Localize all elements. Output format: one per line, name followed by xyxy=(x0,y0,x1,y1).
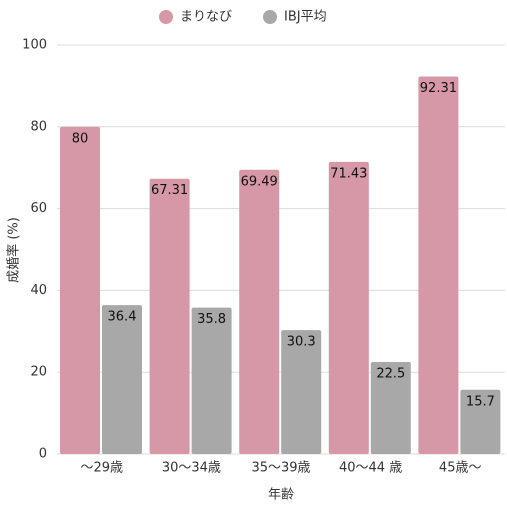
y-tick-label: 20 xyxy=(30,365,47,380)
value-label: 92.31 xyxy=(420,81,457,96)
y-tick-label: 0 xyxy=(39,447,47,462)
value-label: 67.31 xyxy=(151,183,188,198)
x-tick-label: 45歳〜 xyxy=(439,461,482,476)
x-tick-label: 〜29歳 xyxy=(81,461,124,476)
bar xyxy=(60,126,100,455)
value-label: 36.4 xyxy=(108,310,137,325)
y-tick-label: 60 xyxy=(30,201,47,216)
value-label: 69.49 xyxy=(241,174,278,189)
value-label: 35.8 xyxy=(197,312,226,327)
bar xyxy=(328,161,369,454)
bar xyxy=(239,169,280,455)
legend-swatch xyxy=(263,10,277,24)
y-tick-label: 40 xyxy=(30,283,47,298)
value-label: 22.5 xyxy=(376,366,405,381)
value-label: 30.3 xyxy=(287,335,316,350)
y-tick-label: 80 xyxy=(30,119,47,134)
bar xyxy=(370,361,411,454)
x-tick-label: 35〜39歳 xyxy=(251,461,310,476)
legend-label: IBJ平均 xyxy=(284,10,327,25)
bar xyxy=(149,178,190,455)
bar xyxy=(460,389,501,454)
x-tick-label: 30〜34歳 xyxy=(162,461,221,476)
x-tick-label: 40〜44 歳 xyxy=(339,461,402,476)
value-label: 80 xyxy=(72,131,89,146)
bar xyxy=(281,330,322,454)
bar xyxy=(102,305,142,454)
bar xyxy=(191,307,232,454)
value-label: 15.7 xyxy=(466,394,495,409)
y-tick-label: 100 xyxy=(22,38,47,53)
legend-swatch xyxy=(159,10,173,24)
y-axis-label: 成婚率 (%) xyxy=(6,217,22,283)
legend-label: まりなび xyxy=(180,10,232,25)
x-axis-label: 年齢 xyxy=(268,488,294,503)
bar xyxy=(418,76,459,455)
value-label: 71.43 xyxy=(330,166,367,181)
